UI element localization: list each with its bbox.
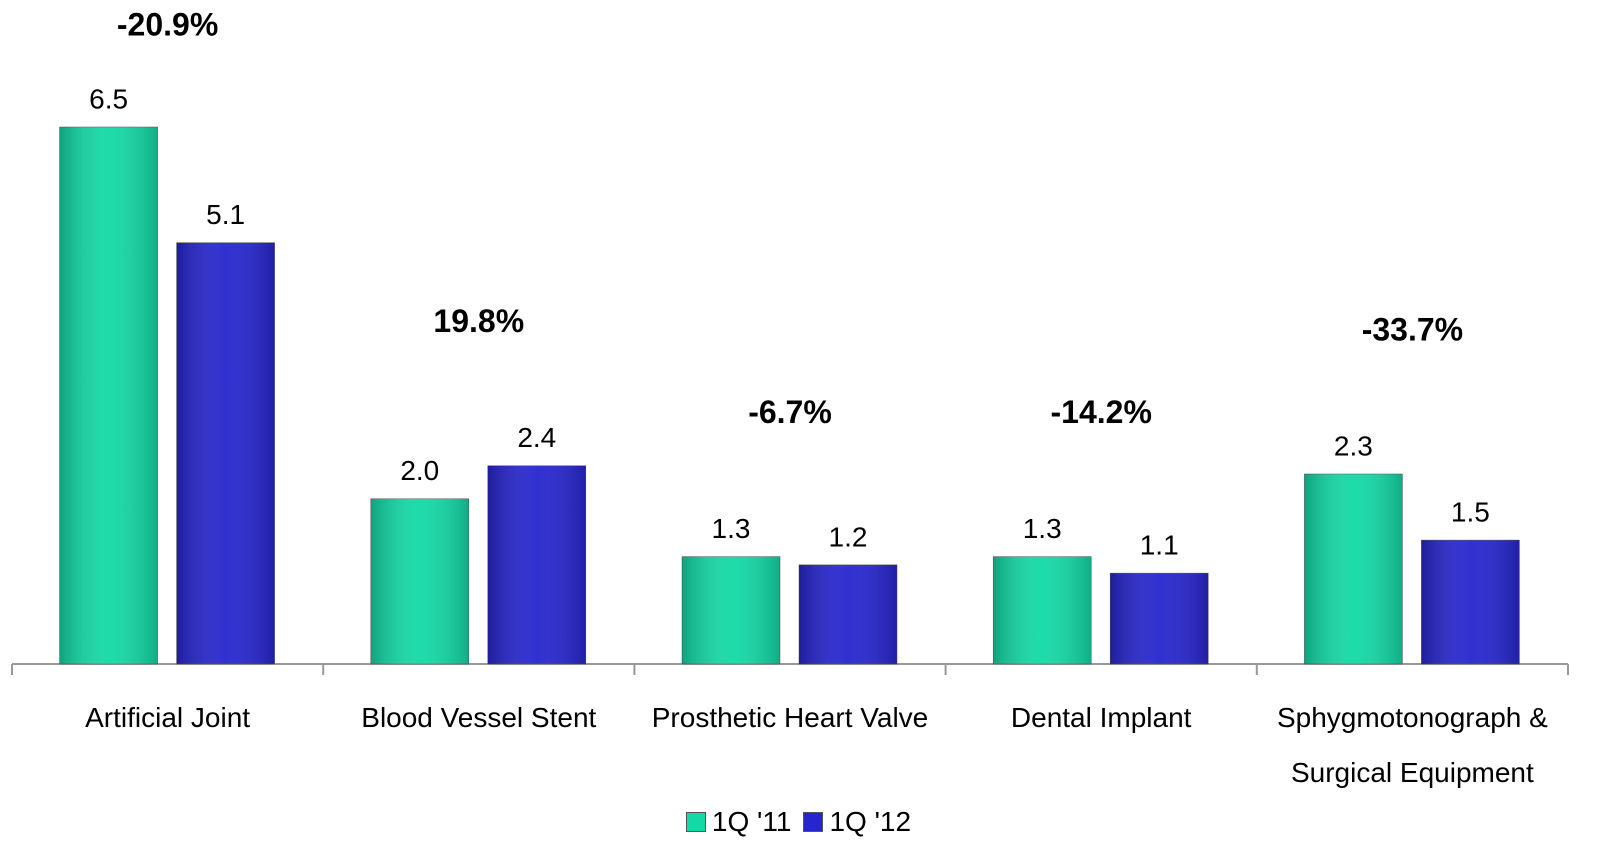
value-label: 1.5 [1451,496,1490,527]
annotation: -20.9% [117,6,218,42]
bar-shade [993,556,1092,664]
legend-label: 1Q '11 [711,806,792,837]
bar-shade [1304,473,1403,664]
x-tick-label: Dental Implant [1010,702,1192,733]
value-label: 1.3 [712,513,751,544]
x-tick-label: Sphygmotonograph & Surgical Equipment [1276,702,1548,788]
legend-item: 1Q '11 [685,806,792,838]
value-label: 2.0 [400,455,439,486]
legend-swatch [803,812,824,832]
value-label: 5.1 [206,199,245,230]
value-label: 6.5 [89,83,128,114]
bar-shade [487,465,586,664]
x-tick-label: Artificial Joint [85,702,251,733]
bar-shade [176,242,275,664]
bar-shade [370,498,469,664]
value-label: 1.3 [1023,513,1062,544]
annotation: 19.8% [433,303,524,339]
annotation: -33.7% [1362,311,1463,347]
value-label: 2.4 [517,422,556,453]
bar-shade [1421,540,1520,664]
value-label: 1.2 [829,521,868,552]
bar-shade [799,564,897,664]
legend-item: 1Q '12 [803,806,911,838]
legend: 1Q '11 1Q '12 [0,806,1597,839]
bar-shade [1110,573,1209,664]
x-tick-label: Blood Vessel Stent [361,702,597,733]
legend-swatch [685,812,706,832]
annotation: -14.2% [1051,394,1152,430]
value-label: 1.1 [1140,530,1179,561]
annotation: -6.7% [748,394,832,430]
bar-shade [59,127,158,664]
value-label: 2.3 [1334,430,1373,461]
x-tick-label: Prosthetic Heart Valve [651,702,929,733]
legend-label: 1Q '12 [829,806,912,837]
bar-shade [682,556,780,664]
